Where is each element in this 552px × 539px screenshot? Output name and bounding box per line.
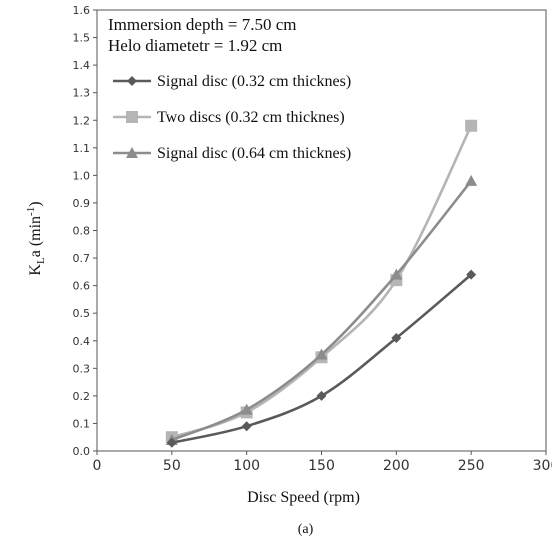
y-tick-label: 1.4 [73,59,91,72]
y-tick-label: 1.1 [73,142,91,155]
legend-marker [126,147,138,158]
y-tick-label: 0.3 [73,362,91,375]
data-point [465,119,478,132]
x-tick-label: 200 [383,458,410,474]
data-point [391,332,402,343]
y-tick-label: 0.4 [73,335,91,348]
x-axis-label: Disc Speed (rpm) [247,489,360,506]
data-point [390,268,403,280]
y-tick-label: 0.9 [73,197,91,210]
data-point [166,437,177,448]
data-point [316,390,327,401]
y-tick-label: 1.6 [73,4,91,17]
y-tick-label: 1.2 [73,114,91,127]
legend-label: Signal disc (0.64 cm thicknes) [157,145,351,162]
x-tick-label: 0 [93,458,102,474]
annotation-text: Helo diametetr = 1.92 cm [108,36,282,55]
x-tick-label: 250 [458,458,485,474]
y-tick-label: 0.7 [73,252,91,265]
y-tick-label: 0.2 [73,390,91,403]
y-axis-label-base: K [27,264,44,276]
y-axis-label: KLa (min-1) [25,201,47,275]
y-axis-label-sup: -1 [25,207,37,216]
data-point [466,269,477,280]
y-tick-label: 0.1 [73,417,91,430]
data-point [241,421,252,432]
y-tick-label: 1.5 [73,32,91,45]
data-point [465,174,478,186]
data-point [315,348,328,360]
legend-label: Two discs (0.32 cm thicknes) [157,109,345,126]
legend-label: Signal disc (0.32 cm thicknes) [157,73,351,90]
data-point [240,403,253,415]
x-tick-label: 100 [233,458,260,474]
x-tick-label: 150 [308,458,335,474]
y-axis-label-sub: L [35,257,47,264]
y-tick-label: 1.3 [73,87,91,100]
series-line [171,125,473,439]
x-tick-label: 300 [533,458,552,474]
figure-caption: (a) [298,522,314,537]
y-axis-label-rest: a (min [27,216,44,257]
series-line [171,180,473,442]
y-tick-label: 0.6 [73,280,91,293]
legend-marker [126,111,138,123]
y-tick-label: 1.0 [73,169,91,182]
y-axis-label-close: ) [27,201,44,206]
x-tick-label: 50 [163,458,181,474]
plot-area: 0.0 0.1 0.2 0.3 0.4 0.5 0.6 0.7 0.8 0.9 1.0 1.1 1.2 1… [25,4,552,537]
y-tick-label: 0.0 [73,445,91,458]
y-tick-label: 0.5 [73,307,91,320]
annotation-text: Immersion depth = 7.50 cm [108,15,297,34]
y-tick-label: 0.8 [73,225,91,238]
legend-marker [127,76,137,86]
